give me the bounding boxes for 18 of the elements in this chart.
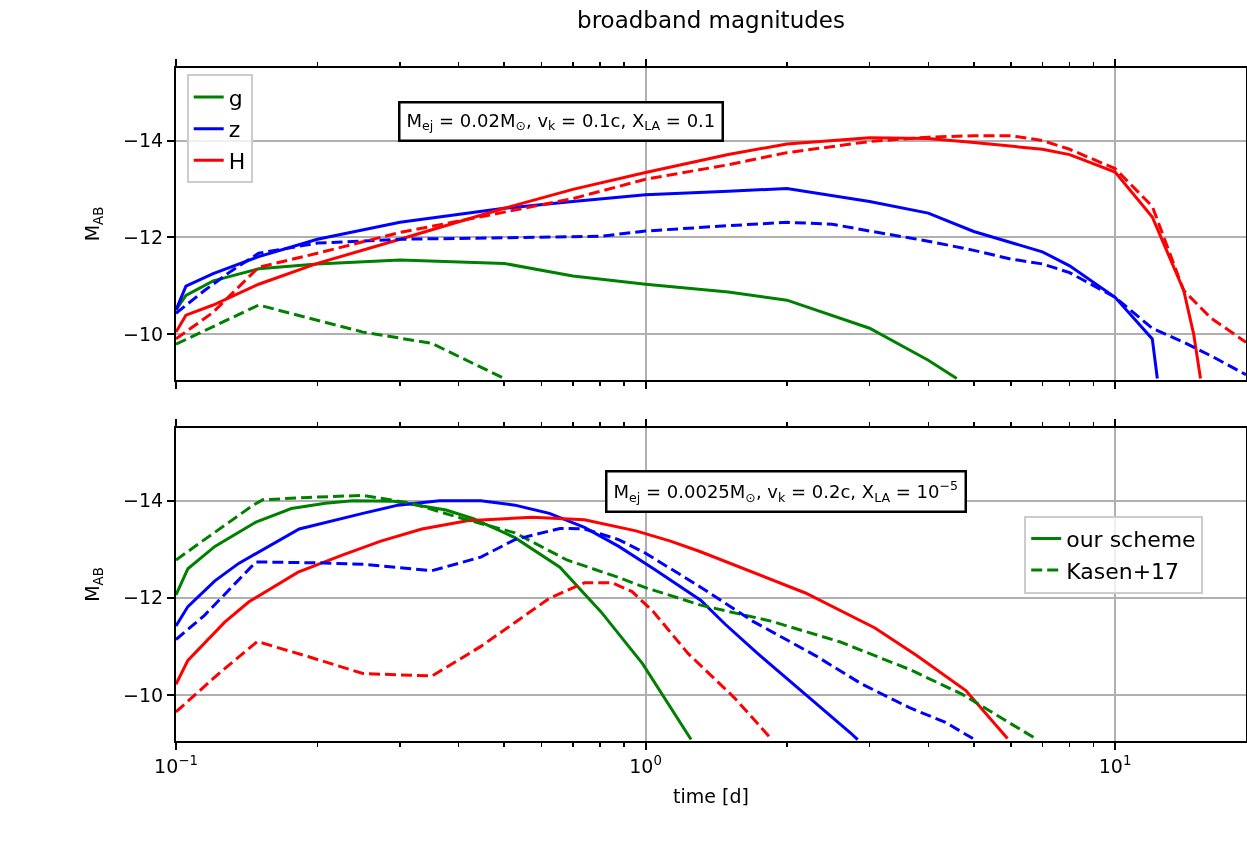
y-tick-label: −12	[123, 586, 164, 609]
text: M$_{ej}$ = 0.0025M$_{⊙}$, v$_{k}$ = 0.2c, X$_{LA}$ = 10$^{−5}$	[613, 478, 959, 505]
chart-title: broadband magnitudes	[577, 7, 845, 34]
x-axis-title: time [d]	[673, 785, 749, 808]
y-tick-label: −10	[123, 683, 164, 706]
y-tick-label: −14	[123, 129, 164, 152]
legend-label: our scheme	[1066, 527, 1196, 553]
legend-label: g	[228, 85, 243, 111]
y-tick-label: −10	[123, 322, 164, 345]
x-tick-label: 10$^{−1}$	[154, 752, 198, 777]
y-tick-label: −14	[123, 489, 164, 512]
x-tick-label: 10$^{0}$	[629, 752, 662, 777]
legend-label: H	[228, 148, 246, 174]
x-tick-label: 10$^{1}$	[1098, 752, 1132, 777]
y-tick-label: −12	[123, 225, 164, 248]
legend-label: Kasen+17	[1066, 558, 1180, 584]
text: M$_{ej}$ = 0.02M$_{⊙}$, v$_{k}$ = 0.1c, X$_{LA}$ = 0.1	[406, 109, 716, 134]
legend-label: z	[228, 117, 241, 143]
